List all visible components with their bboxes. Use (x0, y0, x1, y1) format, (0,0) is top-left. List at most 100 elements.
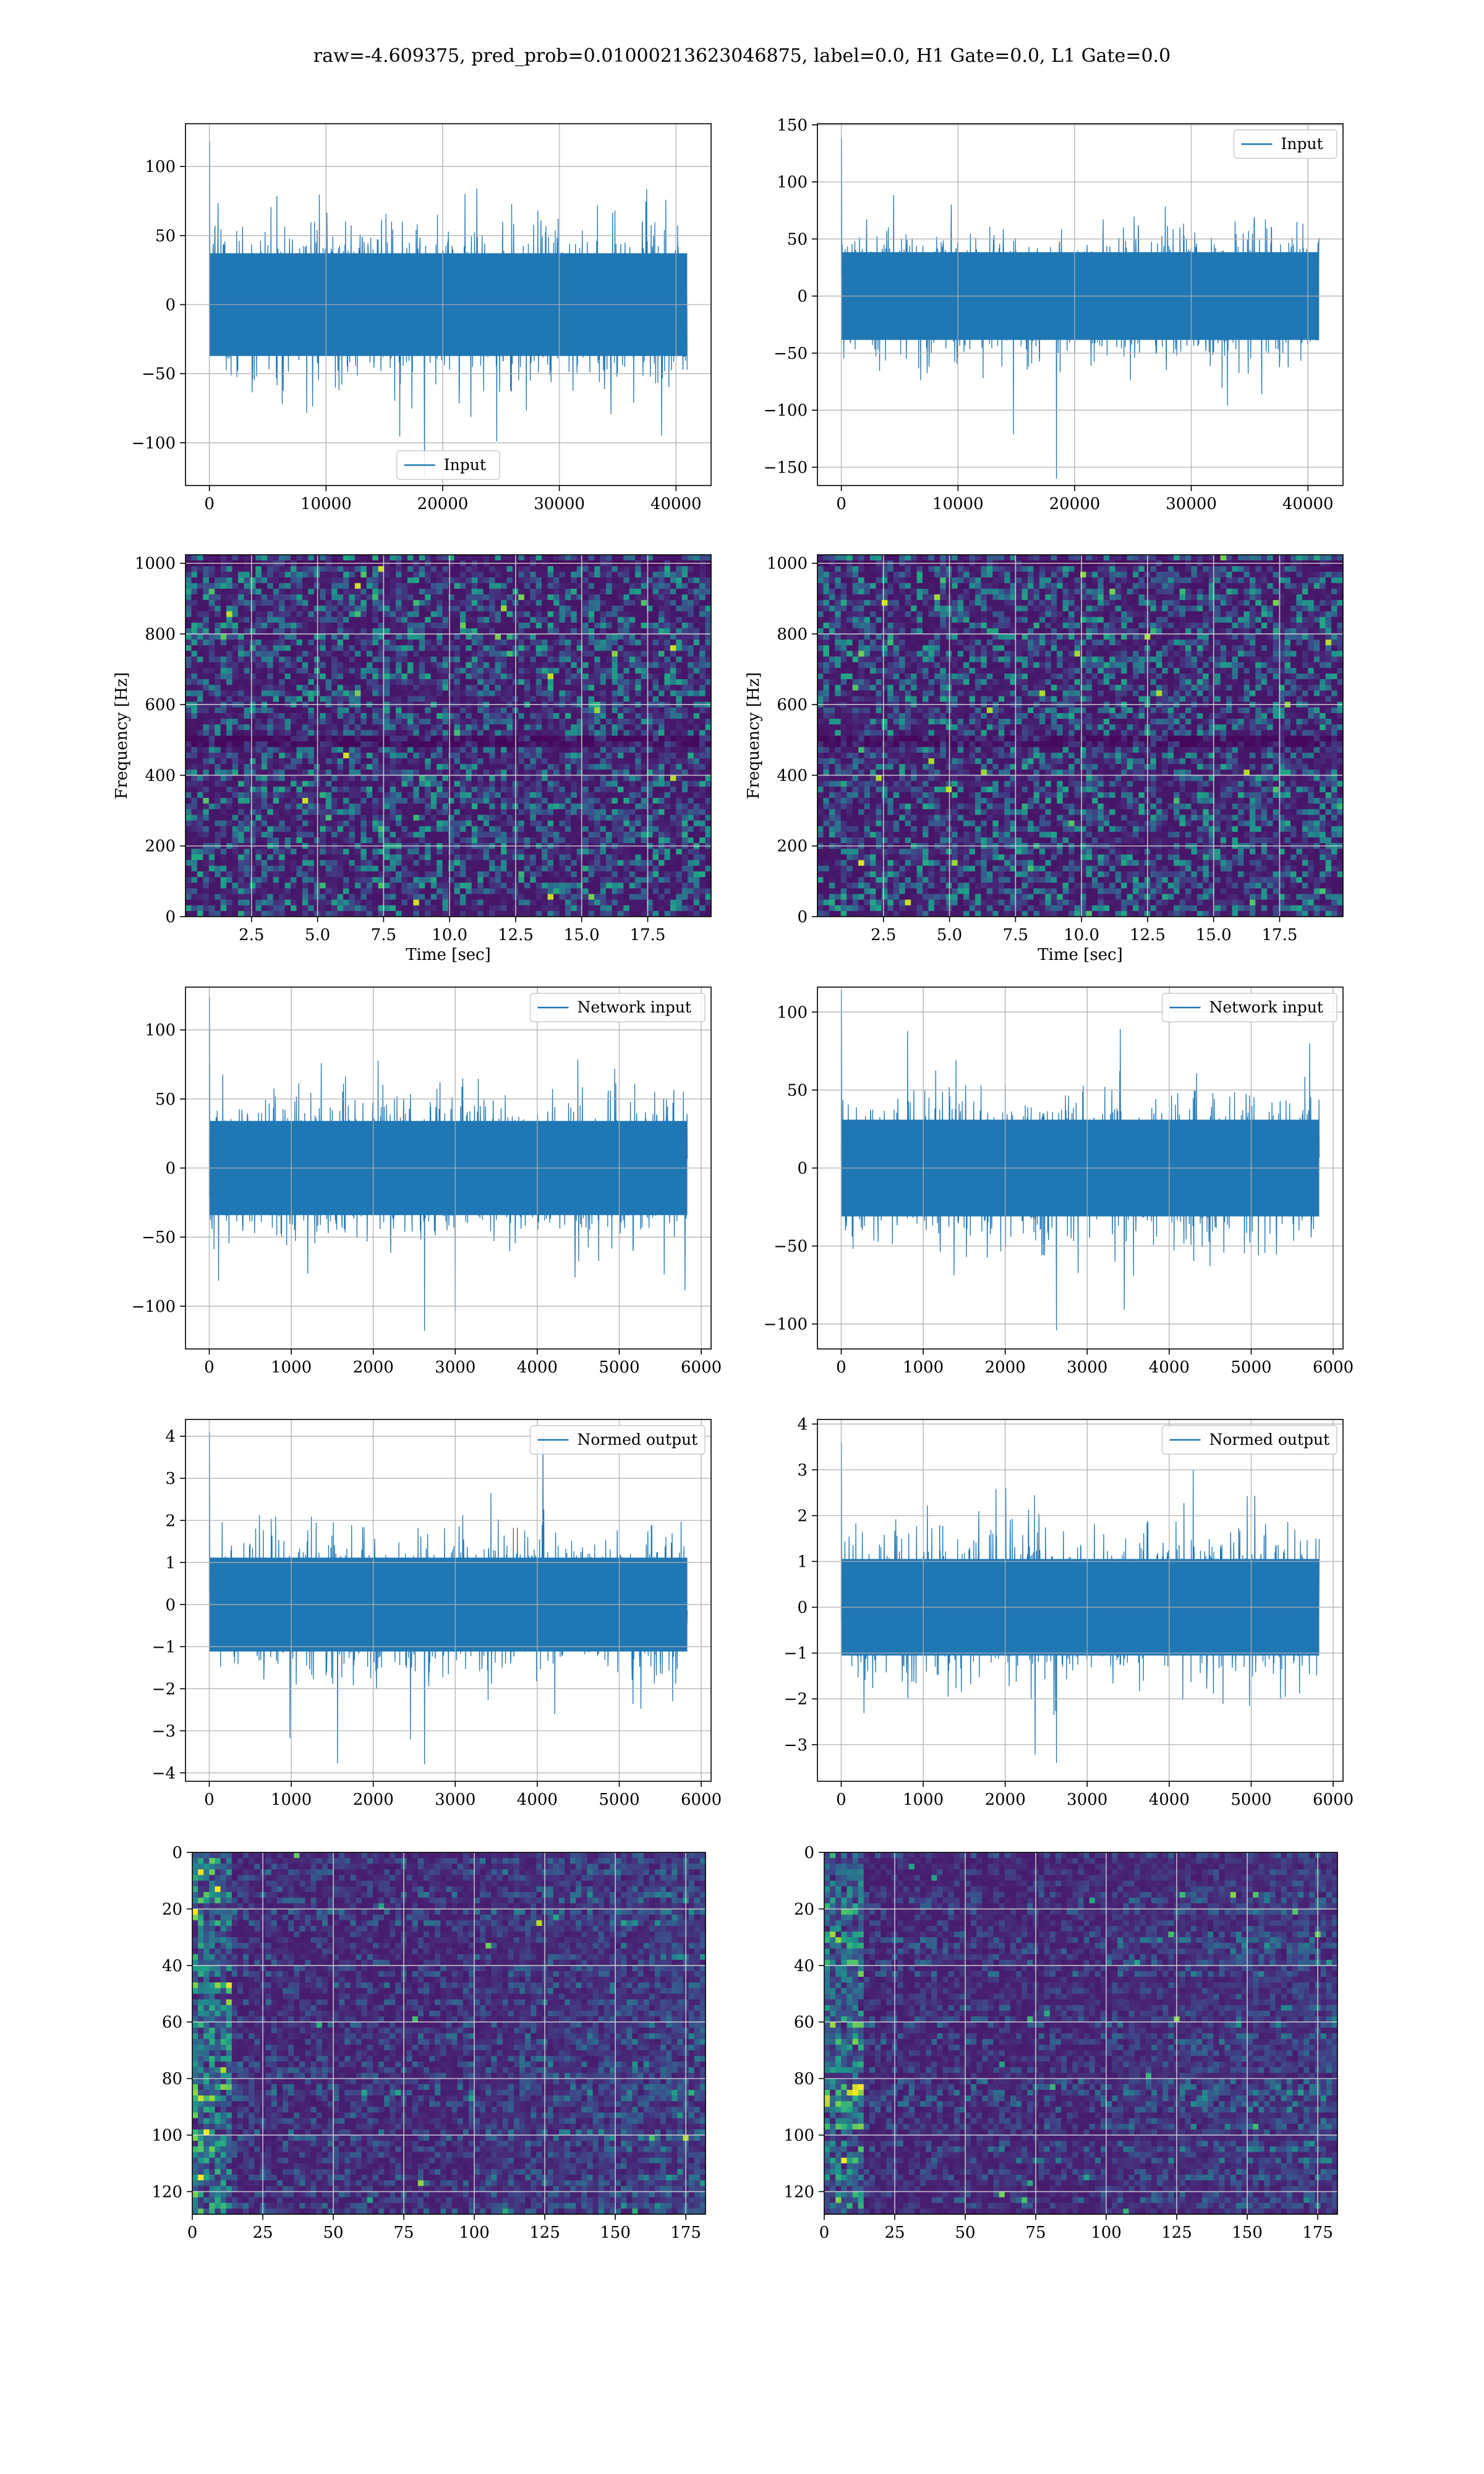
legend-label: Normed output (1209, 1431, 1330, 1449)
x-tick-label: 0 (836, 1791, 846, 1809)
plot-area (824, 1852, 1337, 2214)
chart-r4c2: 0 1000 2000 3000 4000 5000 6000 −3 −2 −1 0 1 2 3 4 Norm… (784, 1415, 1354, 1809)
x-tick-label: 12.5 (1130, 926, 1166, 944)
grid (186, 987, 711, 1349)
y-axis-label: Frequency [Hz] (113, 672, 131, 800)
legend-label: Network input (1209, 998, 1323, 1016)
y-tick-label: −50 (774, 1238, 808, 1256)
x-tick-label: 125 (1161, 2224, 1192, 2242)
y-tick-label: 0 (804, 1844, 814, 1862)
y-tick-label: 400 (777, 766, 808, 785)
x-tick-label: 175 (670, 2224, 701, 2242)
x-tick-label: 3000 (1067, 1358, 1107, 1377)
x-tick-label: 4000 (517, 1358, 558, 1377)
x-tick-label: 30000 (534, 495, 585, 513)
y-tick-label: 120 (783, 2183, 814, 2201)
x-ticks: 0 1000 2000 3000 4000 5000 6000 (836, 1781, 1354, 1809)
y-tick-label: 50 (155, 227, 176, 246)
x-tick-label: 0 (836, 1358, 846, 1377)
x-tick-label: 2.5 (871, 926, 896, 944)
x-tick-label: 20000 (417, 495, 469, 513)
legend-label: Input (444, 456, 486, 474)
y-tick-label: −1 (784, 1645, 808, 1663)
y-tick-label: 3 (797, 1461, 808, 1479)
x-tick-label: 2000 (353, 1791, 394, 1809)
legend-label: Normed output (578, 1431, 698, 1449)
y-tick-label: 0 (797, 1599, 808, 1617)
grid (824, 1852, 1337, 2214)
y-tick-label: 100 (145, 158, 176, 176)
y-ticks: 0 200 400 600 800 1000 (767, 555, 817, 927)
x-tick-label: 175 (1302, 2224, 1333, 2242)
y-tick-label: 200 (145, 837, 176, 856)
x-tick-label: 17.5 (1262, 926, 1298, 944)
x-tick-label: 4000 (1149, 1358, 1190, 1377)
x-tick-label: 3000 (435, 1791, 475, 1809)
x-axis-label: Time [sec] (406, 946, 491, 964)
chart-r3c2: 0 1000 2000 3000 4000 5000 6000 −100 −50 0 50 100 Ne… (764, 987, 1354, 1377)
plot-area (840, 138, 1320, 479)
x-tick-label: 50 (323, 2224, 343, 2242)
y-tick-label: 150 (777, 116, 808, 135)
x-tick-label: 75 (1025, 2224, 1046, 2242)
y-tick-label: 4 (797, 1415, 808, 1434)
x-tick-label: 0 (836, 495, 846, 513)
y-tick-label: 60 (794, 2013, 814, 2032)
y-tick-label: −150 (764, 458, 808, 477)
x-tick-label: 125 (529, 2224, 560, 2242)
y-tick-label: 400 (145, 766, 176, 785)
axes-frame (817, 554, 1344, 917)
y-tick-label: 0 (172, 1844, 182, 1862)
x-tick-label: 0 (204, 1791, 215, 1809)
x-tick-label: 0 (819, 2224, 830, 2242)
legend: Normed output (529, 1425, 706, 1455)
axes-frame (185, 123, 712, 486)
axes-frame (817, 1419, 1344, 1782)
charts-grid: 0 10000 20000 30000 40000−100−50050100Input0… (113, 116, 1354, 2242)
chart-r5c2: 0 25 50 75 100 125 150 175 0 20 40 60 80 100 120 (783, 1844, 1338, 2242)
x-tick-label: 2000 (985, 1358, 1026, 1377)
plot-area (208, 1432, 688, 1765)
y-tick-label: 0 (797, 288, 808, 306)
y-tick-label: 80 (162, 2070, 182, 2089)
x-tick-label: 30000 (1166, 495, 1217, 513)
grid (817, 987, 1343, 1349)
y-ticks: 0 200 400 600 800 1000 (135, 555, 186, 927)
y-tick-label: 4 (165, 1427, 176, 1446)
y-ticks: −4 −3 −2 −1 0 1 2 3 4 (152, 1427, 186, 1783)
x-tick-label: 0 (187, 2224, 198, 2242)
x-tick-label: 1000 (271, 1358, 312, 1377)
x-tick-label: 5.0 (305, 926, 330, 944)
axes-frame (817, 123, 1344, 486)
x-ticks: 0 25 50 75 100 125 150 175 (187, 2214, 701, 2242)
axes-frame (185, 554, 712, 917)
y-ticks: −100 −50 0 50 100 (764, 1003, 817, 1334)
x-tick-label: 10.0 (432, 926, 467, 944)
x-tick-label: 2000 (353, 1358, 394, 1377)
y-ticks: −150 −100 −50 0 50 100 150 (764, 116, 817, 477)
y-tick-label: 2 (165, 1512, 176, 1530)
y-tick-label: −4 (152, 1764, 176, 1783)
plot-area (192, 1852, 706, 2214)
x-tick-label: 150 (1232, 2224, 1263, 2242)
x-tick-label: 1000 (903, 1358, 944, 1377)
y-tick-label: −50 (142, 1228, 176, 1247)
y-tick-label: −50 (142, 365, 176, 383)
x-tick-label: 5000 (599, 1791, 639, 1809)
chart-r1c2: 0 10000 20000 30000 40000 −150 −100 −50 0 50 100 15… (764, 116, 1344, 513)
x-tick-label: 7.5 (371, 926, 396, 944)
spectrogram-cells (817, 555, 1343, 917)
x-ticks: 2.5 5.0 7.5 10.0 12.5 15.0 17.5 (239, 917, 665, 944)
legend: Input (1233, 129, 1337, 159)
x-tick-label: 4000 (1149, 1791, 1190, 1809)
x-ticks: 0 10000 20000 30000 40000 (836, 486, 1334, 513)
x-tick-label: 6000 (1313, 1358, 1354, 1377)
y-tick-label: −100 (764, 1316, 808, 1334)
legend: Input (396, 450, 500, 480)
x-tick-label: 6000 (681, 1358, 722, 1377)
plot-area (840, 990, 1320, 1330)
y-ticks: −100 −50 0 50 100 (132, 158, 186, 453)
y-tick-label: −2 (784, 1690, 808, 1709)
x-ticks: 0 10000 20000 30000 40000 (204, 486, 702, 513)
